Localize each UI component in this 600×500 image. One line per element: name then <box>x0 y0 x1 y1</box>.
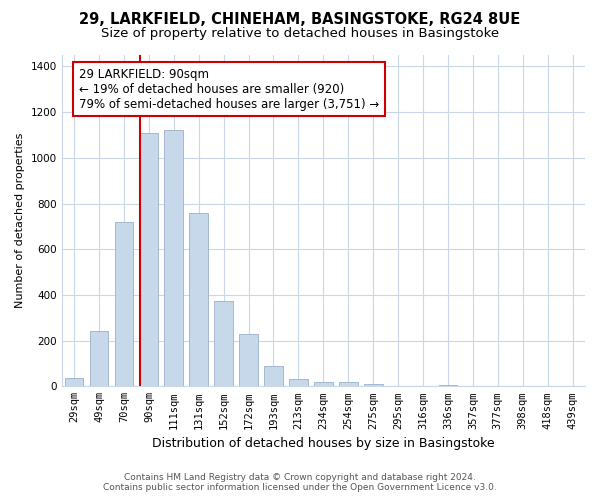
Bar <box>164 130 183 386</box>
Bar <box>439 385 457 386</box>
X-axis label: Distribution of detached houses by size in Basingstoke: Distribution of detached houses by size … <box>152 437 494 450</box>
Bar <box>289 380 308 386</box>
Bar <box>190 212 208 386</box>
Text: 29, LARKFIELD, CHINEHAM, BASINGSTOKE, RG24 8UE: 29, LARKFIELD, CHINEHAM, BASINGSTOKE, RG… <box>79 12 521 28</box>
Bar <box>264 366 283 386</box>
Bar <box>239 334 258 386</box>
Bar <box>214 300 233 386</box>
Bar <box>364 384 383 386</box>
Bar <box>314 382 332 386</box>
Bar <box>115 222 133 386</box>
Text: Contains HM Land Registry data © Crown copyright and database right 2024.
Contai: Contains HM Land Registry data © Crown c… <box>103 473 497 492</box>
Y-axis label: Number of detached properties: Number of detached properties <box>15 133 25 308</box>
Bar <box>65 378 83 386</box>
Bar <box>90 332 109 386</box>
Text: 29 LARKFIELD: 90sqm
← 19% of detached houses are smaller (920)
79% of semi-detac: 29 LARKFIELD: 90sqm ← 19% of detached ho… <box>79 68 379 110</box>
Text: Size of property relative to detached houses in Basingstoke: Size of property relative to detached ho… <box>101 28 499 40</box>
Bar <box>140 132 158 386</box>
Bar <box>339 382 358 386</box>
